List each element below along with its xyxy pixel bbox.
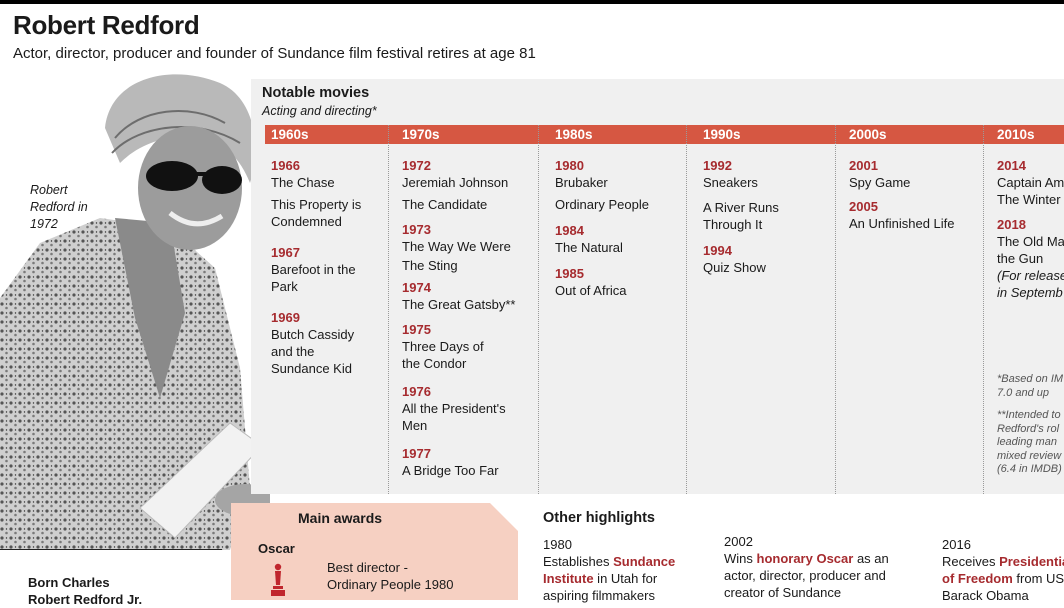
- year-label: 1973: [402, 222, 431, 237]
- award-detail: Best director - Ordinary People 1980: [327, 560, 454, 592]
- movie-title: Captain Am: [997, 175, 1064, 190]
- year-label: 1977: [402, 446, 431, 461]
- movie-title: A River Runs: [703, 200, 779, 215]
- photo-baseline: [0, 549, 222, 550]
- movie-title: Sundance Kid: [271, 361, 352, 376]
- movie-title: Through It: [703, 217, 763, 232]
- movies-1960s: 1966 The Chase This Property is Condemne…: [271, 157, 386, 382]
- movie-title: The Natural: [555, 240, 623, 255]
- year-label: 2018: [997, 217, 1026, 232]
- release-note: in Septemb: [997, 285, 1063, 300]
- year-label: 1984: [555, 223, 584, 238]
- movie-title: Brubaker: [555, 175, 608, 190]
- year-label: 1966: [271, 158, 300, 173]
- year-label: 1976: [402, 384, 431, 399]
- movie-title: the Gun: [997, 251, 1044, 266]
- movie-title: Sneakers: [703, 175, 758, 190]
- decade-2000s: 2000s: [849, 127, 887, 142]
- decade-bar: [265, 125, 1064, 144]
- year-label: 2014: [997, 158, 1026, 173]
- movie-title: Condemned: [271, 214, 342, 229]
- movie-title: A Bridge Too Far: [402, 463, 499, 478]
- movie-title: An Unfinished Life: [849, 216, 955, 231]
- movie-title: Park: [271, 279, 298, 294]
- birth-name: Born Charles Robert Redford Jr.: [28, 575, 143, 607]
- column-divider: [686, 125, 687, 494]
- column-divider: [538, 125, 539, 494]
- portrait-photo: [0, 68, 270, 550]
- year-label: 1974: [402, 280, 431, 295]
- movies-subheading: Acting and directing*: [262, 104, 377, 118]
- column-divider: [388, 125, 389, 494]
- awards-title: Main awards: [298, 510, 383, 526]
- year-label: 1972: [402, 158, 431, 173]
- highlights-title: Other highlights: [543, 510, 655, 526]
- movies-1970s: 1972 Jeremiah Johnson The Candidate 1973…: [402, 157, 536, 484]
- movie-title: The Way We Were: [402, 239, 511, 254]
- year-label: 1969: [271, 310, 300, 325]
- decade-1960s: 1960s: [271, 127, 309, 142]
- release-note: (For release: [997, 268, 1064, 283]
- movie-title: All the President's: [402, 401, 506, 416]
- movie-title: Out of Africa: [555, 283, 627, 298]
- year-label: 1992: [703, 158, 732, 173]
- movie-title: Jeremiah Johnson: [402, 175, 509, 190]
- photo-caption: Robert Redford in 1972: [30, 183, 88, 231]
- oscar-statuette-icon: [269, 563, 287, 602]
- year-label: 2001: [849, 158, 878, 173]
- decade-1990s: 1990s: [703, 127, 741, 142]
- decade-1980s: 1980s: [555, 127, 593, 142]
- movie-title: the Condor: [402, 356, 467, 371]
- movies-2010s: 2014 Captain Am The Winter 2018 The Old …: [997, 157, 1064, 301]
- movie-title: Men: [402, 418, 428, 433]
- movie-title: The Winter: [997, 192, 1061, 207]
- movie-title: Ordinary People: [555, 197, 649, 212]
- footnotes: *Based on IM 7.0 and up **Intended to Re…: [997, 373, 1064, 475]
- movie-title: The Chase: [271, 175, 335, 190]
- movie-title: The Candidate: [402, 197, 488, 212]
- movies-2000s: 2001 Spy Game 2005 An Unfinished Life: [849, 157, 981, 237]
- highlight-1980: 1980 Establishes Sundance Institute in U…: [543, 537, 676, 603]
- year-label: 1985: [555, 266, 584, 281]
- page-subtitle: Actor, director, producer and founder of…: [13, 45, 536, 62]
- movie-title: Quiz Show: [703, 260, 766, 275]
- movie-title: Spy Game: [849, 175, 911, 190]
- year-label: 1980: [555, 158, 584, 173]
- movie-title: This Property is: [271, 197, 362, 212]
- highlight-2002: 2002 Wins honorary Oscar as an actor, di…: [724, 534, 889, 600]
- movie-title: Barefoot in the: [271, 262, 356, 277]
- movie-title: and the: [271, 344, 315, 359]
- oscar-label: Oscar: [258, 541, 295, 556]
- highlight-2016: 2016 Receives Presidentia of Freedom fro…: [942, 537, 1064, 603]
- movies-1980s: 1980 Brubaker Ordinary People 1984 The N…: [555, 157, 683, 304]
- movies-panel: [251, 79, 1064, 494]
- decade-2010s: 2010s: [997, 127, 1035, 142]
- movie-title: Butch Cassidy: [271, 327, 355, 342]
- year-label: 1975: [402, 322, 431, 337]
- movie-title: The Old Ma: [997, 234, 1064, 249]
- column-divider: [983, 125, 984, 494]
- movie-title: Three Days of: [402, 339, 484, 354]
- movies-heading: Notable movies: [262, 85, 370, 101]
- year-label: 2005: [849, 199, 878, 214]
- year-label: 1967: [271, 245, 300, 260]
- top-rule: [0, 0, 1064, 4]
- year-label: 1994: [703, 243, 732, 258]
- decade-1970s: 1970s: [402, 127, 440, 142]
- movie-title: The Great Gatsby**: [402, 297, 516, 312]
- page-title: Robert Redford: [13, 10, 200, 40]
- movies-1990s: 1992 Sneakers A River Runs Through It 19…: [703, 157, 831, 281]
- movie-title: The Sting: [402, 258, 458, 273]
- column-divider: [835, 125, 836, 494]
- awards-fold-corner: [490, 503, 518, 531]
